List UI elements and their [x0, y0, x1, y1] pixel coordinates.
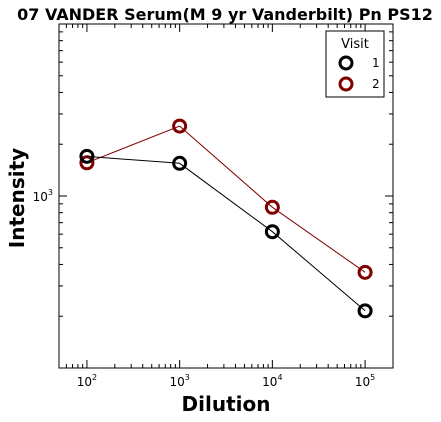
y-axis: 103	[33, 31, 393, 317]
x-axis-label: Dilution	[182, 392, 271, 416]
series-line	[86, 155, 366, 312]
legend-label: 1	[372, 56, 380, 70]
x-axis: 102 103 104 105	[58, 24, 394, 389]
series-layer	[79, 118, 373, 319]
x-tick-label: 102	[77, 373, 97, 389]
x-tick-label: 104	[262, 373, 282, 389]
legend-title: Visit	[341, 37, 369, 52]
data-point	[357, 303, 373, 319]
x-tick-label: 103	[169, 373, 189, 389]
x-tick-label: 105	[355, 373, 375, 389]
y-tick-label: 103	[33, 188, 53, 204]
data-point	[172, 118, 188, 134]
data-point	[172, 155, 188, 171]
legend-label: 2	[372, 77, 380, 91]
legend: Visit 1 2	[325, 30, 385, 98]
legend-marker	[338, 76, 354, 92]
series-2	[79, 118, 373, 280]
data-point	[264, 224, 280, 240]
legend-marker	[338, 55, 354, 71]
y-axis-label: Intensity	[5, 148, 29, 248]
data-point	[357, 264, 373, 280]
series-line	[86, 125, 366, 273]
data-point	[264, 199, 280, 215]
legend-box	[325, 30, 385, 98]
data-point	[79, 148, 95, 164]
chart-title: 07 VANDER Serum(M 9 yr Vanderbilt) Pn PS…	[17, 5, 433, 24]
series-1	[79, 148, 373, 319]
